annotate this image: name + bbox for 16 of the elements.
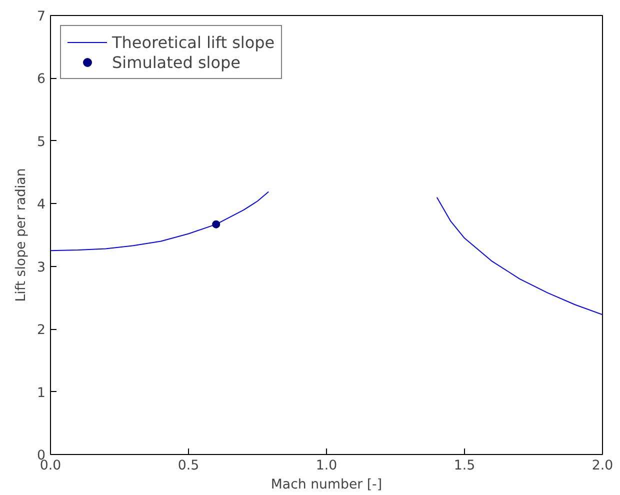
y-tick-label: 5 [37, 134, 46, 150]
y-tick-label: 2 [37, 323, 46, 338]
x-tick-label: 0.0 [40, 458, 62, 474]
x-tick-label: 0.5 [178, 458, 200, 474]
x-tick-label: 2.0 [592, 458, 614, 474]
x-axis-title: Mach number [-] [270, 478, 382, 492]
x-tick-label: 1.0 [316, 458, 338, 474]
legend-label: Simulated slope [112, 52, 241, 72]
legend-label: Theoretical lift slope [112, 32, 275, 52]
y-tick-label: 3 [37, 260, 46, 276]
x-tick-label: 1.5 [454, 458, 476, 474]
y-tick-label: 1 [37, 386, 46, 401]
y-tick-label: 7 [37, 10, 46, 24]
y-tick-label: 4 [37, 198, 46, 213]
y-tick-label: 6 [37, 72, 46, 88]
y-axis-title: Lift slope per radian [14, 168, 30, 302]
